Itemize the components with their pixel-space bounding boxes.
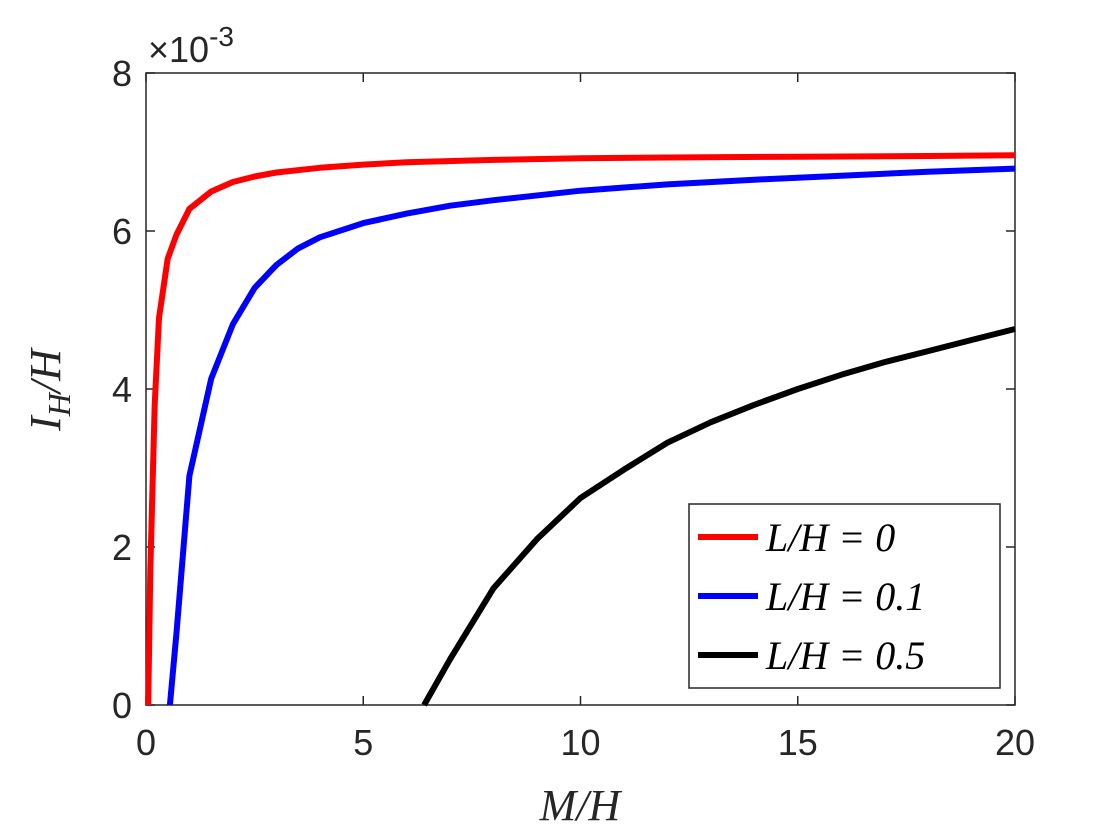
legend-label-0: L/H = 0 (765, 515, 895, 560)
y-tick-label: 6 (112, 211, 132, 252)
y-tick-label: 0 (112, 685, 132, 726)
x-axis-label: M/H (539, 781, 623, 830)
svg-text:×10-3: ×10-3 (148, 21, 234, 70)
y-axis-label: IH/H (21, 347, 77, 432)
y-tick-label: 4 (112, 369, 132, 410)
axis-ticks: 0 5 10 15 20 0 2 4 6 8 (112, 53, 1035, 763)
series-line-2 (421, 326, 1016, 707)
y-exponent: ×10-3 (148, 21, 234, 70)
y-exponent-base: ×10 (148, 29, 209, 70)
series-lines (145, 152, 1016, 707)
x-tick-label: 20 (995, 722, 1035, 763)
x-tick-label: 15 (778, 722, 818, 763)
y-exponent-power: -3 (209, 21, 234, 52)
x-tick-label: 0 (136, 722, 156, 763)
y-axis-label-sub: H (41, 391, 77, 417)
y-axis-label-main: I (21, 414, 70, 432)
x-tick-label: 5 (353, 722, 373, 763)
series-line-0 (145, 152, 1016, 706)
series-line-1 (166, 165, 1016, 706)
y-tick-label: 2 (112, 527, 132, 568)
svg-text:IH/H: IH/H (21, 347, 77, 432)
y-axis-label-rest: /H (21, 347, 70, 396)
legend: L/H = 0 L/H = 0.1 L/H = 0.5 (688, 503, 1001, 689)
legend-label-2: L/H = 0.5 (765, 633, 925, 678)
legend-label-1: L/H = 0.1 (765, 574, 925, 619)
x-tick-label: 10 (560, 722, 600, 763)
y-tick-label: 8 (112, 53, 132, 94)
